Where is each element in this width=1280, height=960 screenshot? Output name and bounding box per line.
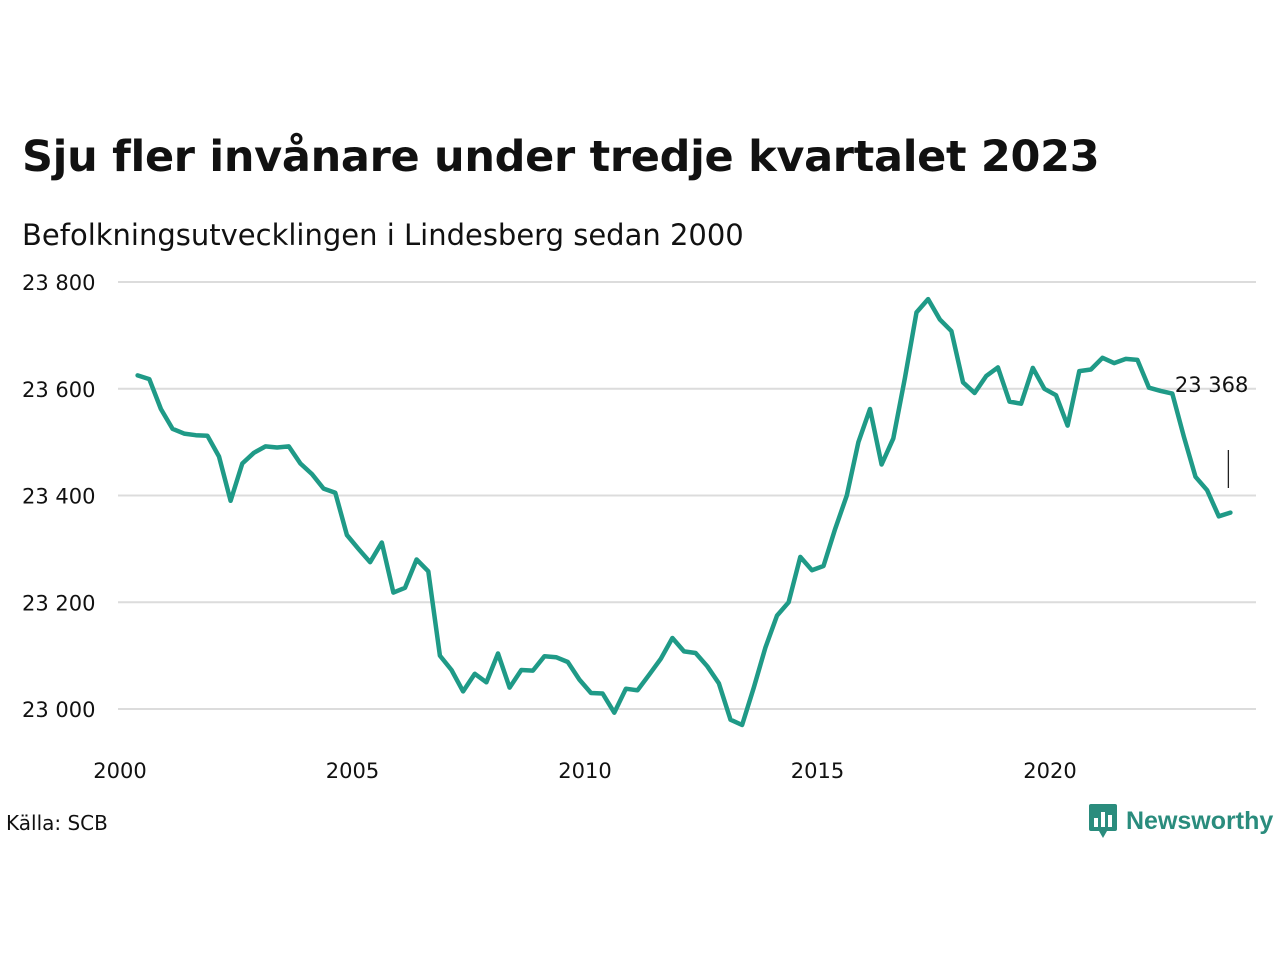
brand-name: Newsworthy bbox=[1126, 806, 1274, 835]
y-tick-label: 23 400 bbox=[22, 485, 95, 509]
source-note: Källa: SCB bbox=[6, 811, 108, 835]
y-tick-label: 23 000 bbox=[22, 698, 95, 722]
y-axis-ticks: 23 000 23 200 23 400 23 600 23 800 bbox=[22, 271, 95, 722]
y-tick-label: 23 600 bbox=[22, 378, 95, 402]
x-tick-label: 2000 bbox=[93, 759, 146, 783]
x-tick-label: 2015 bbox=[791, 759, 844, 783]
chart-subtitle: Befolkningsutvecklingen i Lindesberg sed… bbox=[22, 218, 744, 252]
x-tick-label: 2020 bbox=[1023, 759, 1076, 783]
brand-logo: Newsworthy bbox=[1088, 803, 1273, 839]
x-tick-label: 2005 bbox=[326, 759, 379, 783]
x-tick-label: 2010 bbox=[558, 759, 611, 783]
series-line bbox=[135, 296, 1233, 728]
y-tick-label: 23 200 bbox=[22, 591, 95, 615]
last-value-label: 23 368 bbox=[1175, 373, 1248, 397]
y-tick-label: 23 800 bbox=[22, 271, 95, 295]
chart-title: Sju fler invånare under tredje kvartalet… bbox=[22, 132, 1100, 182]
newsworthy-chart-icon bbox=[1089, 804, 1117, 838]
grid-lines bbox=[118, 281, 1256, 710]
x-axis-ticks: 2000 2005 2010 2015 2020 bbox=[93, 759, 1076, 783]
